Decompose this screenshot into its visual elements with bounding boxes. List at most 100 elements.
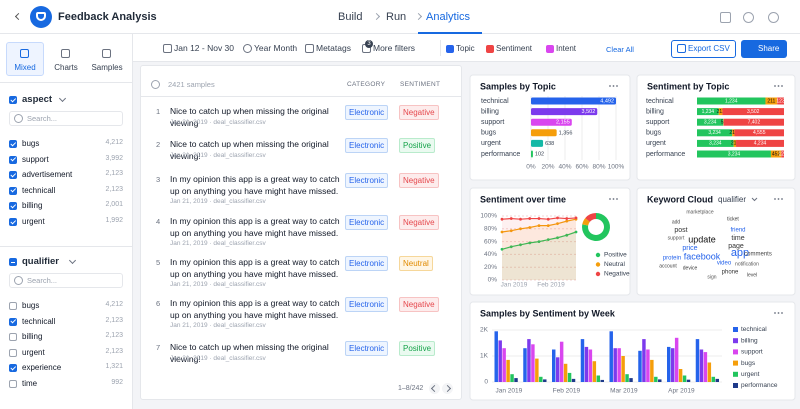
sentiment-tag[interactable]: Negative (399, 297, 439, 312)
checkbox[interactable] (9, 380, 17, 388)
check (10, 155, 16, 161)
page-button[interactable] (429, 383, 440, 394)
sample-text[interactable]: In my opinion this app is a great way to… (170, 216, 340, 238)
export-label: Export CSV (688, 44, 730, 53)
category-tag[interactable]: Electronic (345, 215, 389, 230)
filter-name: qualifier (22, 256, 59, 267)
checkbox[interactable] (9, 364, 17, 373)
sample-text[interactable]: In my opinion this app is a great way to… (170, 298, 340, 320)
category-tag[interactable]: Electronic (345, 138, 389, 153)
icon (14, 114, 23, 123)
filter-item[interactable]: urgent (22, 217, 45, 226)
search-box[interactable] (9, 273, 123, 288)
checkbox[interactable] (9, 258, 17, 266)
checkbox[interactable] (9, 302, 17, 310)
logo-mark (36, 12, 46, 21)
checkbox[interactable] (9, 218, 17, 226)
sidebar-tab[interactable]: Charts (54, 63, 78, 72)
filter-button[interactable]: Year Month (254, 43, 298, 53)
sample-text[interactable]: Nice to catch up when missing the origin… (170, 139, 329, 161)
sample-text[interactable]: Nice to catch up when missing the origin… (170, 342, 329, 364)
filter-item[interactable]: support (22, 154, 49, 164)
sentiment-tag[interactable]: Negative (399, 105, 439, 120)
row-index: 5 (156, 258, 161, 267)
toggle-icon (546, 45, 554, 53)
checkbox[interactable] (9, 96, 17, 104)
category-tag[interactable]: Electronic (345, 256, 389, 271)
checkbox[interactable] (9, 171, 17, 180)
search-placeholder: Search... (27, 114, 58, 123)
item-count: 4,212 (105, 301, 123, 308)
share-label: Share (758, 44, 780, 53)
toggle[interactable]: Sentiment (496, 44, 533, 53)
checkbox[interactable] (9, 186, 17, 195)
divider (0, 82, 133, 83)
badge: 3 (365, 40, 373, 48)
divider (0, 246, 133, 247)
icon (102, 49, 111, 58)
divider (141, 96, 461, 97)
category-tag[interactable]: Electronic (345, 297, 389, 312)
filter-button[interactable]: More filters (373, 43, 416, 53)
page-button[interactable] (442, 383, 453, 394)
check (10, 202, 16, 208)
header-icon[interactable] (768, 12, 779, 23)
icon (305, 44, 314, 53)
sentiment-tag[interactable]: Neutral (399, 256, 433, 271)
header-icon[interactable] (720, 12, 731, 23)
icon (61, 49, 70, 58)
sidebar-tab[interactable]: Samples (91, 63, 123, 72)
filter-item[interactable]: technicall (22, 316, 56, 326)
checkbox[interactable] (9, 317, 17, 326)
sample-meta: Jan 21, 2019 · deal_classifier.csv (170, 198, 266, 205)
item-count: 3,992 (105, 154, 123, 162)
clear-all[interactable]: Clear All (606, 45, 634, 54)
sample-text[interactable]: Nice to catch up when missing the origin… (170, 106, 329, 128)
sentiment-tag[interactable]: Positive (399, 138, 436, 153)
filter-item[interactable]: urgent (22, 347, 45, 357)
checkbox[interactable] (9, 348, 17, 357)
step-tab[interactable]: Analytics (426, 11, 471, 23)
sample-text[interactable]: In my opinion this app is a great way to… (170, 257, 340, 279)
row-index: 2 (156, 140, 161, 149)
category-tag[interactable]: Electronic (345, 341, 389, 356)
filter-item[interactable]: experience (22, 363, 62, 373)
checkbox[interactable] (9, 140, 17, 148)
dash (11, 261, 15, 263)
filter-item[interactable]: billing (22, 201, 43, 211)
sentiment-tag[interactable]: Negative (399, 173, 439, 188)
category-tag[interactable]: Electronic (345, 173, 389, 188)
export-button[interactable] (671, 40, 736, 58)
filter-item[interactable]: technicall (22, 185, 56, 195)
checkbox[interactable] (9, 155, 17, 164)
share-button[interactable] (741, 40, 787, 58)
sentiment-tag[interactable]: Positive (399, 341, 436, 356)
app-title: Feedback Analysis (58, 11, 157, 23)
divider (440, 40, 441, 56)
icon (243, 44, 252, 53)
filter-item[interactable]: time (22, 379, 38, 388)
filter-item[interactable]: advertisement (22, 170, 73, 180)
header-icon[interactable] (743, 12, 754, 23)
filter-button[interactable]: Metatags (316, 43, 351, 53)
toggle[interactable]: Topic (456, 44, 475, 53)
filter-button[interactable]: Jan 12 - Nov 30 (174, 43, 235, 53)
filter-item[interactable]: bugs (22, 301, 40, 310)
filter-item[interactable]: billing (22, 332, 43, 342)
filter-item[interactable]: bugs (22, 139, 40, 148)
row-index: 7 (156, 343, 161, 352)
step-tab[interactable]: Run (386, 11, 407, 23)
filter-name: aspect (22, 94, 53, 105)
checkbox[interactable] (9, 333, 17, 342)
sentiment-tag[interactable]: Negative (399, 215, 439, 230)
category-tag[interactable]: Electronic (345, 105, 389, 120)
sidebar-tab[interactable]: Mixed (14, 63, 36, 72)
checkbox[interactable] (9, 202, 17, 211)
search-box[interactable] (9, 111, 123, 126)
step-tab[interactable]: Build (338, 11, 363, 23)
item-count: 2,123 (105, 347, 123, 355)
sample-text[interactable]: In my opinion this app is a great way to… (170, 174, 340, 196)
item-count: 1,992 (105, 217, 123, 224)
toggle[interactable]: Intent (556, 44, 577, 53)
